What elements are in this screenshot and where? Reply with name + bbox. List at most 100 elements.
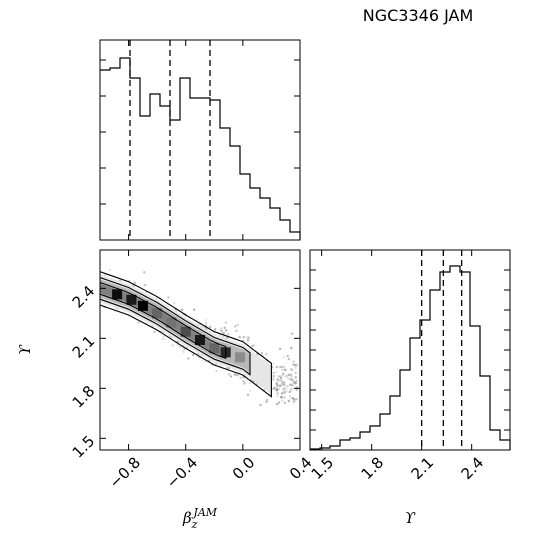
joint-density-frame <box>99 249 301 451</box>
sample-point <box>290 346 293 350</box>
density-cell <box>166 317 177 328</box>
sample-point <box>272 362 275 365</box>
sample-point <box>171 344 174 347</box>
sample-point <box>291 381 294 385</box>
sample-point <box>272 371 275 375</box>
sample-point <box>260 352 264 355</box>
sample-point <box>288 390 291 394</box>
sample-point <box>283 391 287 394</box>
sample-point <box>246 336 249 339</box>
sample-point <box>243 382 246 385</box>
sample-point <box>276 394 279 398</box>
sample-point <box>293 399 296 402</box>
sample-point <box>282 372 285 376</box>
density-cell <box>126 294 137 305</box>
beta-histogram-panel <box>99 39 301 241</box>
density-cell <box>195 335 205 345</box>
sample-point <box>277 375 280 378</box>
sample-point <box>285 374 289 377</box>
sample-point <box>276 378 279 381</box>
sample-point <box>288 395 292 398</box>
density-cell <box>112 289 123 300</box>
sample-point <box>182 350 185 353</box>
sample-point <box>273 386 276 390</box>
density-cell <box>152 308 163 319</box>
sample-point <box>133 281 136 284</box>
sample-point <box>246 339 250 342</box>
sample-point <box>180 308 184 312</box>
sample-point <box>238 335 241 339</box>
sample-point <box>279 365 282 369</box>
sample-point <box>137 321 140 324</box>
sample-point <box>284 368 287 371</box>
sample-point <box>249 389 252 392</box>
sample-point <box>278 384 282 387</box>
sample-point <box>162 335 165 338</box>
sample-point <box>278 347 282 350</box>
sample-point <box>280 395 283 399</box>
beta-histogram-step <box>100 57 301 240</box>
sample-point <box>289 368 293 371</box>
sample-point <box>265 400 268 404</box>
sample-point <box>202 359 205 362</box>
sample-point <box>291 384 294 387</box>
sample-point <box>259 403 262 407</box>
sample-point <box>236 374 239 377</box>
upsilon-histogram-axis-label: ϒ <box>405 509 416 527</box>
sample-point <box>294 381 297 385</box>
sample-point <box>144 284 147 287</box>
sample-point <box>143 271 146 274</box>
sample-point <box>153 330 156 333</box>
sample-point <box>224 321 228 324</box>
sample-point <box>283 381 286 384</box>
sample-point <box>292 360 296 363</box>
y-tick-label: 1.5 <box>69 432 99 462</box>
y-tick-label: 2.4 <box>69 282 99 312</box>
sample-point <box>272 374 275 378</box>
sample-point <box>227 333 230 336</box>
sample-point <box>252 343 256 347</box>
sample-point <box>288 398 291 401</box>
sample-point <box>287 357 290 361</box>
sample-point <box>289 383 292 386</box>
sample-point <box>193 308 196 311</box>
sample-point <box>204 360 208 363</box>
sample-point <box>173 301 176 305</box>
y-tick-label: 1.8 <box>69 382 99 412</box>
sample-point <box>283 365 286 368</box>
sample-point <box>220 327 223 330</box>
sample-point <box>281 365 284 369</box>
sample-point <box>288 377 291 380</box>
sample-point <box>236 323 239 327</box>
contour-lines <box>100 271 272 398</box>
x-tick-label: 2.1 <box>408 454 438 484</box>
density-cell <box>209 343 220 354</box>
x-tick-label: 1.8 <box>358 454 388 484</box>
sample-point <box>279 379 282 382</box>
sample-point <box>283 396 286 399</box>
sample-point <box>286 354 289 358</box>
sample-point <box>108 268 112 272</box>
sample-point <box>222 331 225 335</box>
sample-point <box>179 345 182 348</box>
sample-point <box>229 375 233 378</box>
sample-point <box>276 402 279 406</box>
sample-point <box>276 392 279 395</box>
sample-point <box>246 393 250 396</box>
x-tick-label: 1.5 <box>308 454 338 484</box>
sample-point <box>281 391 285 394</box>
upsilon-histogram-ticks <box>310 250 510 450</box>
sample-point <box>286 384 289 388</box>
density-cell <box>235 352 245 363</box>
sample-point <box>214 328 217 331</box>
sample-point <box>294 366 297 370</box>
sample-point <box>176 343 179 347</box>
sample-point <box>285 389 288 393</box>
sample-point <box>204 322 208 325</box>
contour-inner <box>100 281 227 359</box>
contour-mid <box>100 276 251 376</box>
upsilon-axis-label: ϒ <box>16 344 34 355</box>
sample-point <box>275 370 278 374</box>
x-tick-label: 2.4 <box>458 454 488 484</box>
